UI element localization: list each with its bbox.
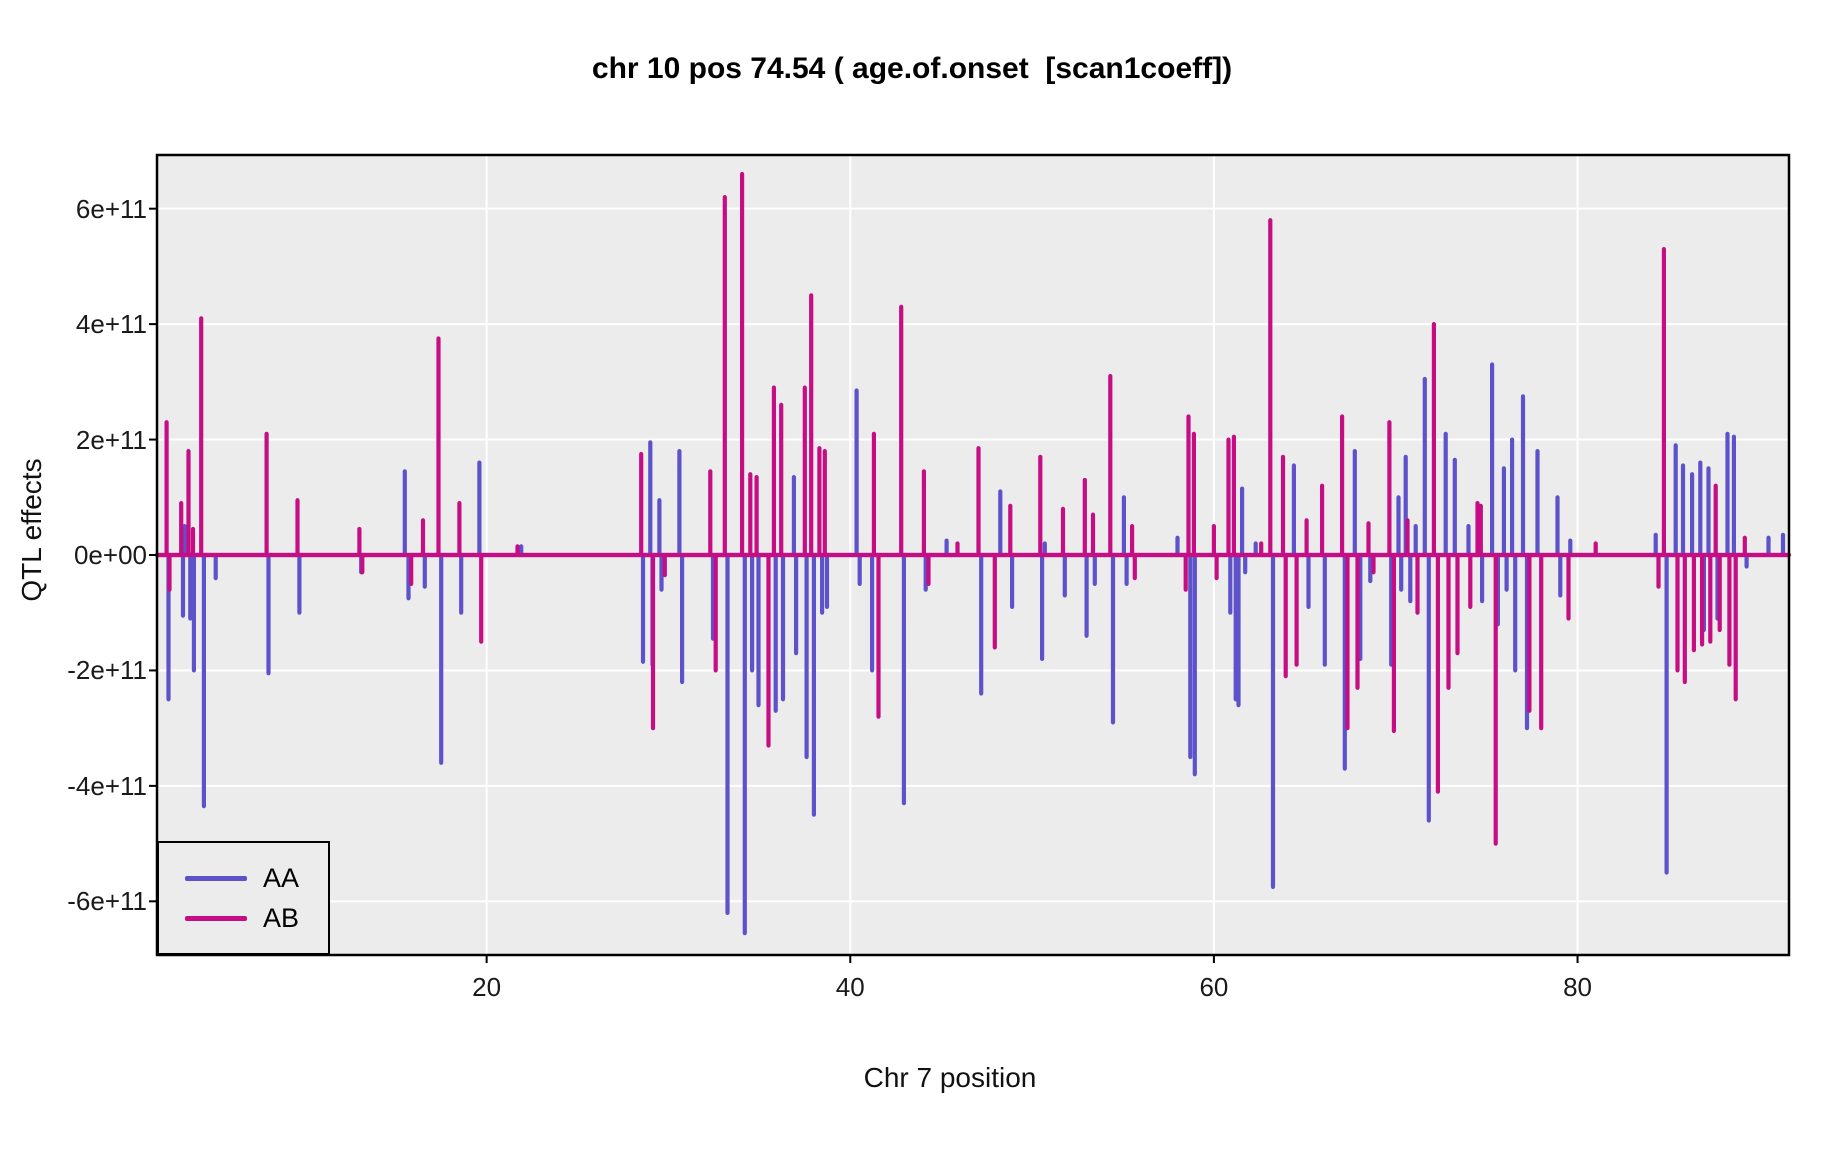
legend: AA AB [157,841,330,955]
series-line-AB [154,171,1792,846]
x-tick-label: 20 [472,972,502,1002]
y-tick-label: -4e+11 [67,770,147,801]
y-tick-label: 2e+11 [75,424,147,455]
y-tick-label: 0e+00 [73,540,147,570]
legend-line-swatch [185,915,247,921]
x-axis-tick-labels: 20 40 60 80 [0,972,1824,1012]
panel-border [155,153,1791,957]
y-tick-label: 4e+11 [75,309,147,340]
x-axis-title: Chr 7 position [863,1062,1037,1093]
y-axis-title: QTL effects [16,458,47,602]
y-tick-label: -2e+11 [67,655,147,686]
legend-item-AA: AA [159,863,328,893]
y-axis-tick-labels: 6e+11 4e+11 2e+11 0e+00 -2e+11 -4e+11 -6e+11 [17,0,147,1152]
y-tick-label: 6e+11 [75,193,147,224]
legend-label: AB [263,902,300,933]
legend-item-AB: AB [159,903,328,933]
y-tick-label: -6e+11 [67,886,147,917]
chart-title: chr 10 pos 74.54 ( age.of.onset [scan1co… [591,52,1233,85]
x-tick-label: 40 [835,972,865,1002]
x-tick-label: 60 [1199,972,1229,1002]
x-tick-label: 80 [1563,972,1592,1002]
legend-line-swatch [185,875,247,881]
legend-label: AA [263,862,300,893]
